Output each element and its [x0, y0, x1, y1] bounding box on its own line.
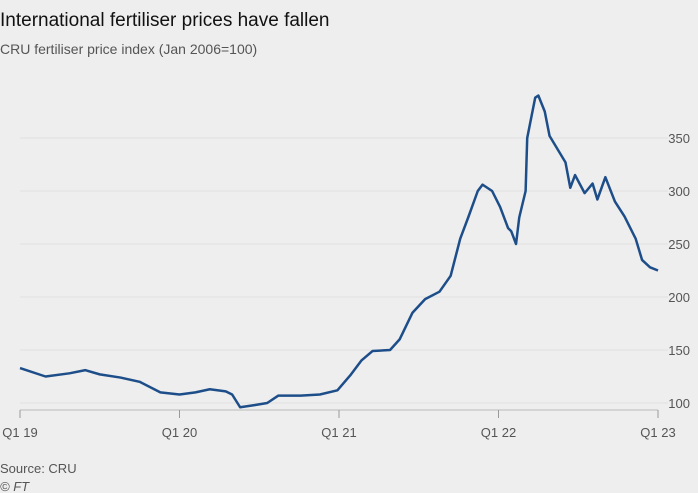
y-tick-label: 300 — [668, 184, 690, 199]
chart-title: International fertiliser prices have fal… — [0, 10, 330, 31]
line — [19, 94, 659, 409]
credit: © FT — [0, 479, 30, 493]
y-tick-label: 100 — [668, 396, 690, 411]
source: Source: CRU — [0, 461, 77, 476]
y-tick-label: 200 — [668, 290, 690, 305]
y-tick-label: 350 — [668, 131, 690, 146]
x-tick-label: Q1 22 — [481, 425, 516, 440]
x-tick-label: Q1 20 — [162, 425, 197, 440]
x-tick-label: Q1 23 — [640, 425, 675, 440]
chart-subtitle: CRU fertiliser price index (Jan 2006=100… — [0, 41, 257, 57]
x-tick-label: Q1 21 — [321, 425, 356, 440]
x-tick-label: Q1 19 — [2, 425, 37, 440]
y-tick-label: 150 — [668, 343, 690, 358]
y-tick-label: 250 — [668, 237, 690, 252]
